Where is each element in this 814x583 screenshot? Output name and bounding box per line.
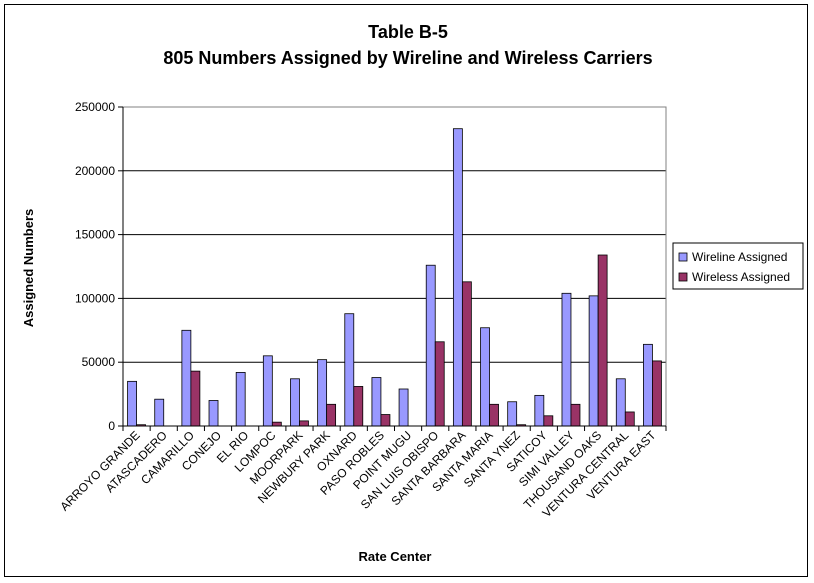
bar-wireline-10 [398,388,409,427]
bar-wireless-19 [652,360,662,427]
bar-wireline-5 [262,355,273,427]
bar-wireline-3 [208,400,219,427]
legend-box [672,242,804,290]
legend-label-1: Wireless Assigned [692,270,790,284]
y-tick-label-3: 150000 [75,228,115,242]
bar-wireline-14 [507,401,518,427]
bar-wireline-16 [561,292,572,427]
legend-label-0: Wireline Assigned [692,250,787,264]
bar-wireline-13 [480,327,490,427]
bar-wireless-15 [543,415,554,427]
bar-wireline-4 [235,372,246,427]
bar-wireless-5 [271,421,282,427]
bar-wireless-18 [624,411,635,427]
bar-wireline-1 [154,398,165,427]
legend-swatch-1 [678,272,688,282]
bar-wireless-2 [190,370,201,427]
y-tick-label-4: 200000 [75,164,115,178]
y-tick-label-5: 250000 [75,100,115,114]
bar-wireless-17 [597,254,608,427]
y-tick-label-2: 100000 [75,291,115,305]
bar-wireline-6 [290,378,300,427]
y-axis-title: Assigned Numbers [21,209,36,327]
chart-frame [4,4,808,577]
x-axis-title: Rate Center [359,549,432,564]
bar-wireline-8 [344,313,355,427]
chart-title-line-1: Table B-5 [368,22,448,42]
y-tick-label-0: 0 [108,419,115,433]
bar-wireless-6 [299,420,309,427]
plot-border [122,106,667,427]
bar-wireline-15 [534,394,545,427]
bar-wireless-12 [461,281,472,427]
bar-wireless-13 [489,403,499,427]
bar-wireline-0 [127,380,137,427]
legend: Wireline Assigned Wireless Assigned [672,242,804,290]
y-tick-label-1: 50000 [82,355,116,369]
bar-wireline-19 [643,343,653,427]
bar-wireline-7 [317,359,328,427]
bar-wireless-9 [380,414,391,427]
legend-swatch-0 [678,252,688,262]
bar-wireline-17 [588,295,599,427]
bar-wireless-11 [434,341,445,427]
chart-title-line-2: 805 Numbers Assigned by Wireline and Wir… [163,48,652,68]
bar-wireline-12 [452,128,463,427]
bar-wireline-18 [615,378,626,427]
bar-wireline-9 [371,377,382,427]
bar-wireline-2 [181,329,192,427]
bar-wireless-8 [353,386,364,427]
bar-wireless-7 [326,403,337,427]
bar-wireline-11 [425,264,436,427]
bar-wireless-16 [570,403,581,427]
